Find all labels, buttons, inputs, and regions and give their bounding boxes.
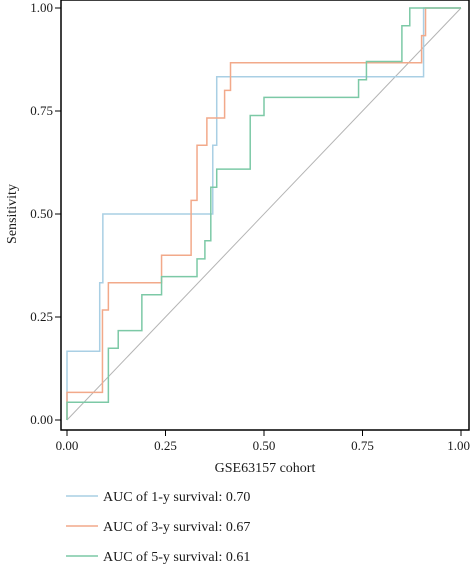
legend-label-2: AUC of 3-y survival: 0.67 xyxy=(103,520,250,535)
x-tick-label: 0.25 xyxy=(154,438,177,453)
plot-frame xyxy=(60,0,470,431)
y-tick-label: 1.00 xyxy=(30,0,53,15)
x-axis-title: GSE63157 cohort xyxy=(215,461,316,476)
x-tick-label: 0.50 xyxy=(253,438,276,453)
roc-curve-1 xyxy=(66,7,461,420)
y-axis-title: Sensitivity xyxy=(5,184,20,244)
y-axis: 0.00 0.25 0.50 0.75 1.00 xyxy=(30,0,61,427)
x-tick-label: 0.75 xyxy=(351,438,374,453)
roc-curve-2 xyxy=(66,7,461,420)
x-tick-label: 1.00 xyxy=(447,438,470,453)
y-tick-label: 0.00 xyxy=(30,412,53,427)
x-tick-label: 0.00 xyxy=(56,438,79,453)
x-axis: 0.00 0.25 0.50 0.75 1.00 xyxy=(56,430,470,453)
legend-label-1: AUC of 1-y survival: 0.70 xyxy=(103,490,250,505)
y-tick-label: 0.25 xyxy=(30,309,53,324)
legend-label-3: AUC of 5-y survival: 0.61 xyxy=(103,550,250,565)
legend: AUC of 1-y survival: 0.70 AUC of 3-y surv… xyxy=(66,490,250,565)
y-tick-label: 0.75 xyxy=(30,103,53,118)
roc-curves xyxy=(66,7,461,420)
roc-curve-3 xyxy=(66,7,461,420)
y-tick-label: 0.50 xyxy=(30,206,53,221)
